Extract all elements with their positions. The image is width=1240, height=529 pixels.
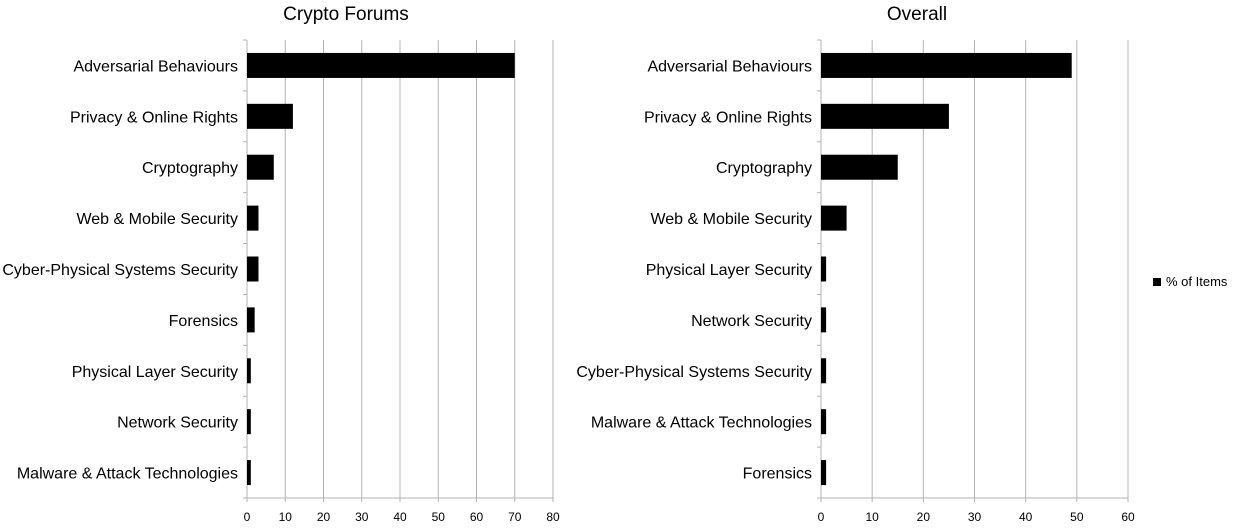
bar	[821, 409, 827, 435]
category-label: Network Security	[117, 415, 238, 432]
x-tick-label: 70	[508, 510, 522, 524]
x-tick-label: 0	[818, 510, 825, 524]
legend: % of Items	[1153, 274, 1227, 289]
category-label: Privacy & Online Rights	[644, 109, 812, 126]
bar	[247, 307, 255, 333]
x-tick-label: 0	[244, 510, 251, 524]
bar	[821, 154, 898, 180]
category-label: Network Security	[691, 313, 812, 330]
x-tick-label: 30	[968, 510, 982, 524]
chart-title: Crypto Forums	[283, 4, 409, 25]
category-label: Physical Layer Security	[646, 262, 812, 279]
category-label: Web & Mobile Security	[650, 211, 812, 228]
bar	[821, 52, 1072, 78]
bar	[821, 256, 827, 282]
x-tick-label: 50	[1070, 510, 1084, 524]
category-label: Privacy & Online Rights	[70, 109, 238, 126]
bar	[247, 103, 293, 129]
x-tick-label: 40	[1019, 510, 1033, 524]
category-label: Forensics	[169, 313, 238, 330]
category-label: Forensics	[743, 466, 812, 483]
category-label: Cyber-Physical Systems Security	[576, 364, 812, 381]
x-tick-label: 20	[317, 510, 331, 524]
category-label: Adversarial Behaviours	[647, 58, 812, 75]
bar	[821, 205, 847, 231]
category-label: Malware & Attack Technologies	[591, 415, 812, 432]
bar	[247, 358, 251, 384]
chart-panel-2: Overall 0 10 20 30 40 50 60 Adversarial Behaviou…	[576, 4, 1135, 524]
x-tick-label: 30	[355, 510, 369, 524]
legend-label: % of Items	[1166, 274, 1228, 289]
chart-panel-1: Crypto Forums 0 10 20 30 40 50 60 70 80 Adversaria…	[2, 4, 560, 524]
category-label: Cryptography	[716, 160, 812, 177]
bar	[821, 103, 949, 129]
x-tick-label: 80	[546, 510, 560, 524]
category-label: Cryptography	[142, 160, 238, 177]
x-tick-label: 10	[865, 510, 879, 524]
x-tick-label: 60	[1121, 510, 1135, 524]
category-label: Web & Mobile Security	[76, 211, 238, 228]
bar	[247, 154, 274, 180]
bar	[247, 256, 259, 282]
bar	[247, 52, 515, 78]
x-tick-label: 10	[279, 510, 293, 524]
bar	[247, 205, 259, 231]
x-tick-label: 40	[393, 510, 407, 524]
category-label: Physical Layer Security	[72, 364, 238, 381]
bar	[821, 460, 827, 486]
category-label: Malware & Attack Technologies	[17, 466, 238, 483]
x-tick-label: 50	[432, 510, 446, 524]
bar	[247, 409, 251, 435]
bar	[247, 460, 251, 486]
chart-title: Overall	[887, 4, 947, 25]
bar	[821, 358, 827, 384]
x-tick-label: 60	[470, 510, 484, 524]
bar	[821, 307, 827, 333]
category-label: Cyber-Physical Systems Security	[2, 262, 238, 279]
x-tick-label: 20	[917, 510, 931, 524]
legend-swatch	[1153, 277, 1161, 286]
category-label: Adversarial Behaviours	[73, 58, 238, 75]
